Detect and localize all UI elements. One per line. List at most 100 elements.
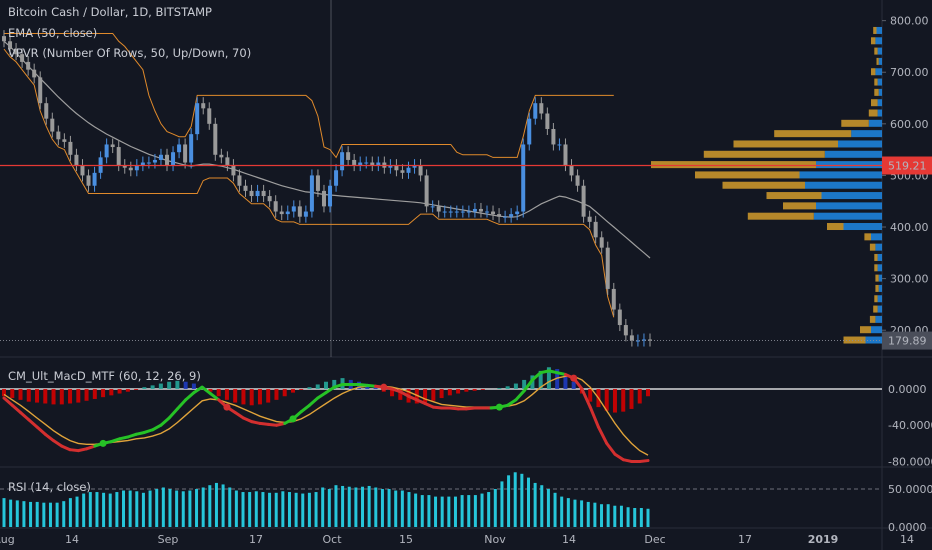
rsi-bar <box>500 481 504 527</box>
macd-segment <box>324 385 336 395</box>
rsi-bar <box>407 492 411 527</box>
candle-body <box>62 139 67 142</box>
macd-hist-bar <box>109 388 114 396</box>
candle-body <box>484 211 489 213</box>
vpvr-up-bar <box>868 119 882 127</box>
macd-segment <box>27 418 39 429</box>
candle-body <box>297 206 302 217</box>
candle-body <box>509 214 514 217</box>
vpvr-down-bar <box>733 140 838 148</box>
rsi-bar <box>420 495 424 527</box>
rsi-bar <box>102 492 106 527</box>
rsi-bar <box>281 491 285 527</box>
macd-segment <box>316 391 328 400</box>
candle-body <box>171 152 176 166</box>
price-pane[interactable] <box>0 26 882 347</box>
vpvr-down-bar <box>774 130 852 138</box>
vpvr-up-bar <box>877 99 882 107</box>
candle-body <box>309 175 314 212</box>
rsi-bar <box>460 495 464 527</box>
rsi-bar <box>128 490 132 527</box>
candle-body <box>201 103 206 109</box>
rsi-bar <box>161 487 165 527</box>
price-axis[interactable]: 800.00700.00600.00500.00400.00300.00200.… <box>882 15 932 534</box>
macd-hist-bar <box>158 383 163 389</box>
macd-segment <box>19 411 31 422</box>
rsi-bar <box>234 490 238 527</box>
candle-body <box>225 157 230 166</box>
macd-hist-bar <box>456 388 461 394</box>
macd-hist-bar <box>125 388 130 392</box>
symbol-title[interactable]: Bitcoin Cash / Dollar, 1D, BITSTAMP <box>8 5 212 19</box>
candle-body <box>418 165 423 176</box>
time-tick-label: 14 <box>562 533 576 546</box>
candle-body <box>273 201 278 212</box>
vpvr-up-bar <box>877 47 882 55</box>
rsi-bar <box>560 496 564 527</box>
macd-hist-bar <box>216 388 221 397</box>
vpvr-down-bar <box>843 336 866 344</box>
macd-hist-bar <box>84 388 89 401</box>
candle-body <box>436 206 441 212</box>
macd-pane[interactable] <box>0 367 882 463</box>
candle-body <box>26 61 31 70</box>
vpvr-up-bar <box>877 253 882 261</box>
vpvr-down-bar <box>871 37 876 45</box>
rsi-bar <box>15 500 19 527</box>
vpvr-up-bar <box>813 212 882 220</box>
candle-body <box>623 325 628 336</box>
candle-body <box>358 162 363 166</box>
macd-segment <box>167 407 179 420</box>
macd-hist-bar <box>546 367 551 389</box>
macd-legend[interactable]: CM_Ult_MacD_MTF (60, 12, 26, 9) <box>8 369 201 383</box>
candle-body <box>32 69 37 78</box>
macd-hist-bar <box>555 369 560 389</box>
rsi-bar <box>347 486 351 527</box>
rsi-bar <box>155 489 159 527</box>
rsi-bar <box>82 493 86 527</box>
time-tick-label: Aug <box>0 533 15 546</box>
ema-legend[interactable]: EMA (50, close) <box>8 26 98 40</box>
candle-body <box>599 237 604 248</box>
rsi-bar <box>241 492 245 527</box>
vpvr-down-bar <box>874 78 878 86</box>
rsi-bar <box>42 502 46 527</box>
vpvr-up-bar <box>877 305 882 313</box>
rsi-bar <box>414 493 418 527</box>
time-tick-label: 17 <box>249 533 263 546</box>
candle-body <box>249 190 254 197</box>
macd-segment <box>415 398 427 405</box>
rsi-bar <box>168 489 172 527</box>
candle-body <box>189 134 194 163</box>
rsi-bar <box>301 493 305 527</box>
rsi-bar <box>434 496 438 527</box>
rsi-bar <box>208 485 212 527</box>
candle-body <box>545 113 550 129</box>
macd-hist-bar <box>142 387 147 389</box>
candle-body <box>237 175 242 186</box>
candle-body <box>563 144 568 166</box>
rsi-bar <box>314 492 318 527</box>
vpvr-legend[interactable]: VPVR (Number Of Rows, 50, Up/Down, 70) <box>8 46 252 60</box>
rsi-bar <box>148 490 152 527</box>
candle-body <box>648 339 652 341</box>
rsi-bar <box>195 489 199 527</box>
macd-segment <box>10 403 23 415</box>
vpvr-up-bar <box>878 284 882 292</box>
rsi-bar <box>115 492 119 527</box>
rsi-legend[interactable]: RSI (14, close) <box>8 480 91 494</box>
vpvr-up-bar <box>816 202 882 210</box>
macd-hist-bar <box>414 388 419 404</box>
macd-segment <box>307 396 320 407</box>
rsi-bar <box>367 485 371 527</box>
rsi-pane[interactable] <box>0 472 882 527</box>
candle-body <box>388 165 393 168</box>
marked-price-tag <box>882 156 932 175</box>
vpvr-down-bar <box>864 233 871 241</box>
macd-segment <box>225 405 237 415</box>
time-axis[interactable]: Aug 14 Sep 17 Oct 15 Nov 14 Dec 17 2019 14 <box>0 533 914 546</box>
macd-segment <box>192 385 204 395</box>
time-tick-label: Dec <box>644 533 665 546</box>
rsi-bar <box>294 492 298 527</box>
